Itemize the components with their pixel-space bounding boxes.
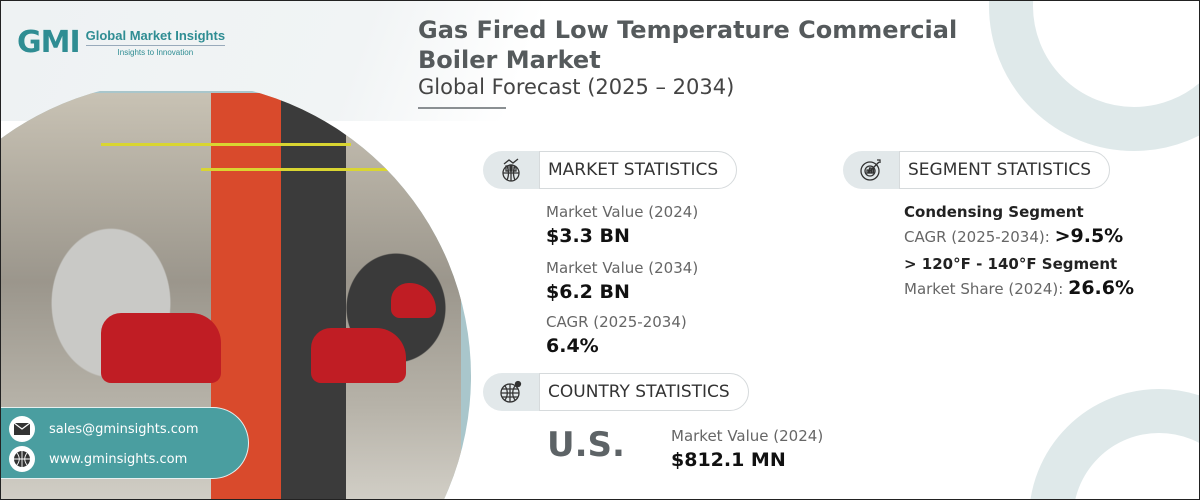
- segment-name: > 120°F - 140°F Segment: [904, 255, 1118, 273]
- stat-value: $6.2 BN: [546, 281, 630, 303]
- country-name: U.S.: [547, 425, 625, 465]
- page-subtitle: Global Forecast (2025 – 2034): [418, 75, 735, 99]
- segment-stat-label: CAGR (2025-2034):: [904, 228, 1050, 246]
- stat-value: $3.3 BN: [546, 225, 630, 247]
- website-link[interactable]: www.gminsights.com: [9, 446, 187, 472]
- target-chart-icon: [843, 151, 899, 189]
- email-link[interactable]: sales@gminsights.com: [9, 416, 199, 442]
- website-text: www.gminsights.com: [49, 451, 188, 467]
- chart-globe-icon: [483, 151, 539, 189]
- country-statistics-title: COUNTRY STATISTICS: [539, 373, 749, 411]
- stat-label: Market Value (2034): [546, 259, 699, 277]
- brand-name: Global Market Insights: [85, 28, 226, 46]
- segment-stat-line: Market Share (2024): 26.6%: [904, 277, 1134, 299]
- brand-tagline: Insights to Innovation: [117, 48, 194, 57]
- photo-circle-frame: [1, 91, 471, 499]
- segment-stat-value: 26.6%: [1068, 277, 1135, 299]
- globe-icon: [9, 446, 35, 472]
- email-text: sales@gminsights.com: [49, 421, 199, 437]
- contact-panel: sales@gminsights.com www.gminsights.com: [1, 407, 249, 479]
- stat-label: Market Value (2024): [546, 203, 699, 221]
- globe-pin-icon: [483, 373, 539, 411]
- photo-area: [1, 91, 471, 499]
- market-statistics-header: MARKET STATISTICS: [483, 151, 738, 189]
- stat-value: 6.4%: [546, 335, 599, 357]
- country-stat-label: Market Value (2024): [671, 427, 824, 445]
- logo-mark: GMI: [17, 25, 81, 60]
- segment-statistics-title: SEGMENT STATISTICS: [899, 151, 1111, 189]
- country-statistics-header: COUNTRY STATISTICS: [483, 373, 749, 411]
- decorative-ring-top: [989, 1, 1199, 151]
- stat-label: CAGR (2025-2034): [546, 313, 687, 331]
- segment-stat-value: >9.5%: [1054, 225, 1124, 247]
- segment-stat-label: Market Share (2024):: [904, 280, 1064, 298]
- subtitle-underline: [418, 107, 506, 109]
- decorative-ring-bottom: [1029, 389, 1199, 499]
- segment-stat-line: CAGR (2025-2034): >9.5%: [904, 225, 1123, 247]
- market-statistics-title: MARKET STATISTICS: [539, 151, 738, 189]
- country-stat-value: $812.1 MN: [671, 449, 786, 471]
- segment-name: Condensing Segment: [904, 203, 1084, 221]
- envelope-icon: [9, 416, 35, 442]
- gmi-logo: GMI Global Market Insights Insights to I…: [17, 25, 226, 60]
- segment-statistics-header: SEGMENT STATISTICS: [843, 151, 1111, 189]
- page-title: Gas Fired Low Temperature Commercial Boi…: [418, 16, 958, 74]
